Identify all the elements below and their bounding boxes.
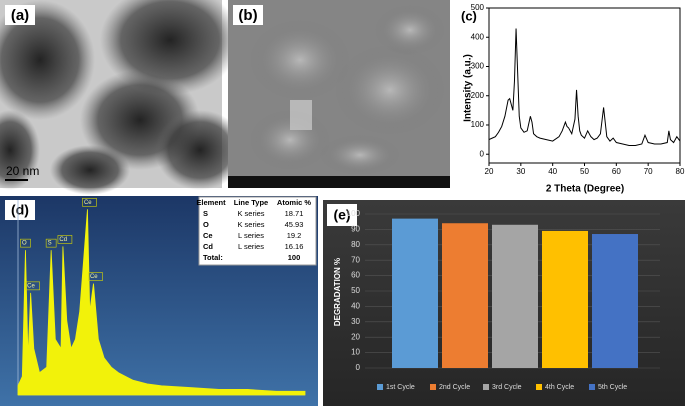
peak-label-box xyxy=(88,272,103,281)
y-tick-label: 500 xyxy=(471,3,485,12)
y-tick-label: 30 xyxy=(351,317,360,326)
tem-image: (a) 20 nm xyxy=(0,0,245,195)
table-cell: Ce xyxy=(203,231,213,240)
table-header: Atomic % xyxy=(277,198,312,207)
eds-spectrum xyxy=(17,209,306,396)
y-tick-label: 90 xyxy=(351,225,360,234)
table-cell: K series xyxy=(237,209,264,218)
legend-label: 5th Cycle xyxy=(598,384,627,391)
bar xyxy=(542,230,588,368)
y-axis-label: Intensity (a.u.) xyxy=(463,54,474,122)
panel-label: (d) xyxy=(11,202,29,218)
legend-swatch xyxy=(589,384,595,390)
peak-label: Ce xyxy=(84,200,92,206)
y-tick-label: 20 xyxy=(351,332,360,341)
peak-label: Cd xyxy=(59,237,67,243)
peak-label-box xyxy=(57,235,73,244)
y-tick-label: 40 xyxy=(351,302,360,311)
y-tick-label: 200 xyxy=(471,91,485,100)
peak-label-box xyxy=(82,197,97,207)
legend-label: 3rd Cycle xyxy=(492,384,522,391)
table-cell: L series xyxy=(238,242,264,251)
peak-label-box xyxy=(45,238,57,248)
bar xyxy=(442,223,488,368)
y-tick-label: 50 xyxy=(351,286,360,295)
table-cell: K series xyxy=(237,220,264,229)
table-cell: 19.2 xyxy=(287,231,302,240)
x-axis-label: 2 Theta (Degree) xyxy=(546,184,624,195)
peak-label: Ce xyxy=(27,283,35,289)
scale-bar-label: 20 nm xyxy=(6,164,39,178)
y-tick-label: 400 xyxy=(471,32,485,41)
y-tick-label: 100 xyxy=(471,120,485,129)
table-cell: 45.93 xyxy=(285,220,304,229)
peak-label-box xyxy=(20,238,31,248)
table-cell: Total: xyxy=(203,253,223,262)
y-tick-label: 70 xyxy=(351,255,360,264)
x-tick-label: 40 xyxy=(548,167,557,176)
panel-label: (b) xyxy=(238,7,257,24)
panel-label: (e) xyxy=(333,207,350,223)
y-tick-label: 0 xyxy=(480,149,485,158)
table-bg xyxy=(198,196,317,266)
peak-label: O xyxy=(22,241,27,247)
panel-label: (c) xyxy=(461,8,477,23)
sem-image: (b) xyxy=(228,0,450,188)
legend-swatch xyxy=(430,384,436,390)
x-tick-label: 30 xyxy=(516,167,525,176)
y-tick-label: 80 xyxy=(351,240,360,249)
legend-label: 4th Cycle xyxy=(545,384,574,391)
peak-label: S xyxy=(48,241,52,247)
table-cell: 16.16 xyxy=(285,242,304,251)
y-tick-label: 60 xyxy=(351,271,360,280)
xrd-line xyxy=(488,28,681,146)
x-tick-label: 50 xyxy=(580,167,589,176)
legend-swatch xyxy=(536,384,542,390)
y-tick-label: 0 xyxy=(356,363,361,372)
x-tick-label: 60 xyxy=(612,167,621,176)
y-tick-label: 100 xyxy=(347,209,361,218)
table-cell: 100 xyxy=(288,253,301,262)
table-header: Line Type xyxy=(234,198,268,207)
y-tick-label: 10 xyxy=(351,348,360,357)
legend-label: 2nd Cycle xyxy=(439,384,470,391)
y-tick-label: 300 xyxy=(471,62,485,71)
bar xyxy=(592,234,638,368)
table-cell: L series xyxy=(238,231,264,240)
bar xyxy=(392,218,438,368)
x-tick-label: 70 xyxy=(644,167,653,176)
peak-label: Ce xyxy=(90,274,98,280)
table-header: Element xyxy=(196,198,226,207)
legend-swatch xyxy=(377,384,383,390)
legend-label: 1st Cycle xyxy=(386,384,415,391)
panel-label: (a) xyxy=(11,7,29,24)
bar xyxy=(492,224,538,368)
table-cell: Cd xyxy=(203,242,213,251)
x-tick-label: 80 xyxy=(676,167,685,176)
table-cell: S xyxy=(203,209,208,218)
legend-swatch xyxy=(483,384,489,390)
table-cell: O xyxy=(203,220,209,229)
table-cell: 18.71 xyxy=(285,209,304,218)
x-tick-label: 20 xyxy=(485,167,494,176)
y-axis-label: DEGRADATION % xyxy=(333,258,342,326)
peak-label-box xyxy=(25,281,40,291)
